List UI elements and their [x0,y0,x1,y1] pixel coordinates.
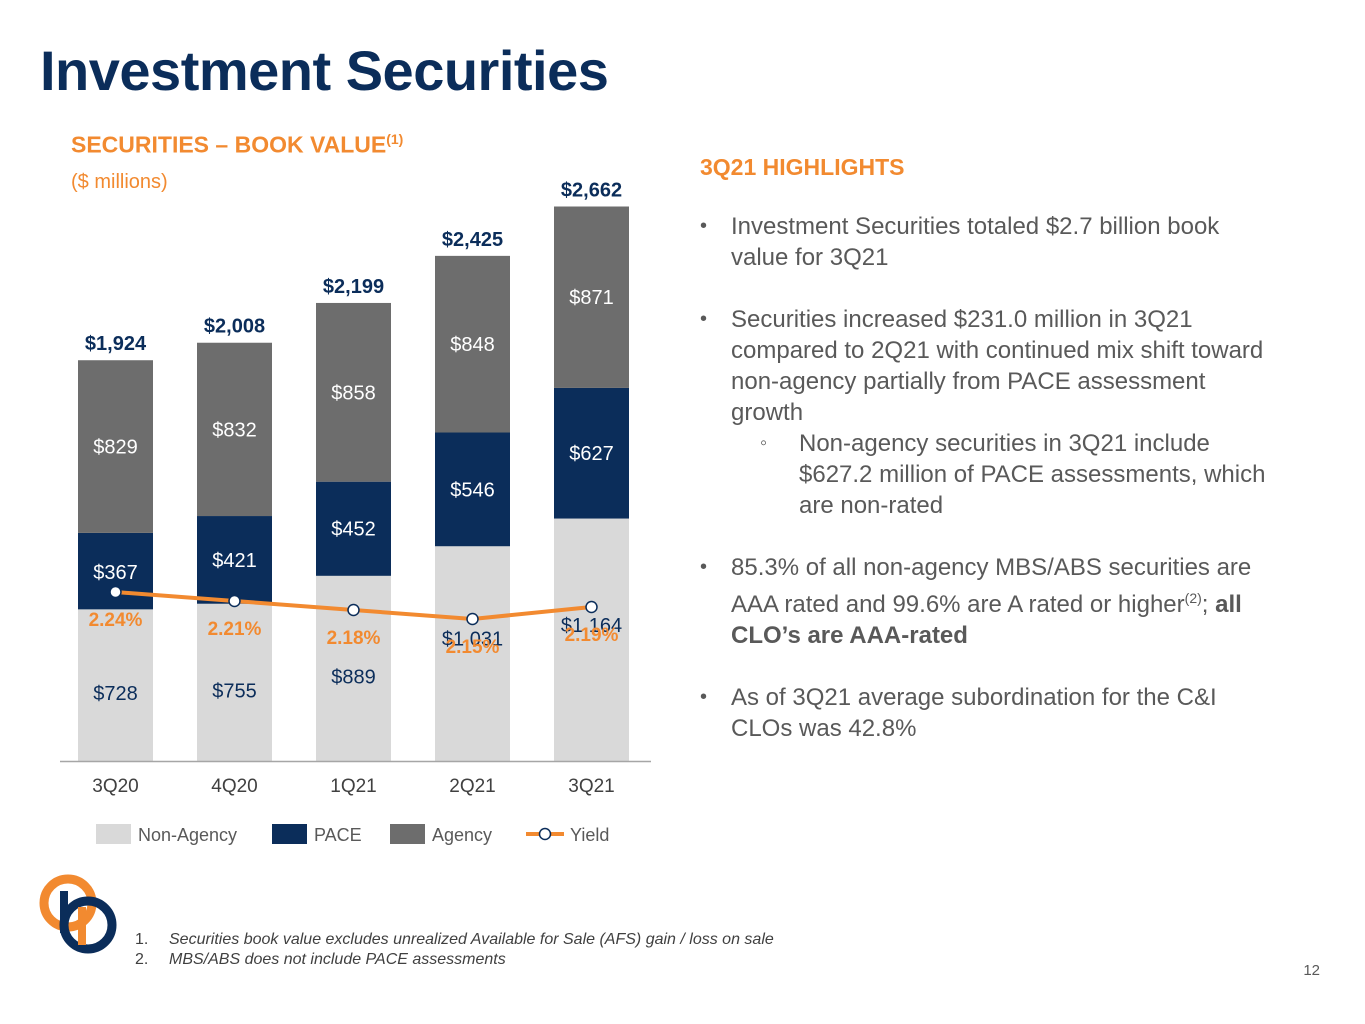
bar-segment-agency [435,255,510,433]
highlight-sub-bullet: ◦ Non-agency securities in 3Q21 include $… [700,428,1280,521]
legend-label: PACE [314,825,362,845]
data-label: $728 [93,683,138,705]
total-label: $1,924 [85,333,147,355]
securities-bar-chart: $728 $367 $829 $1,924 3Q20 $755 $421 $832 $2,008… [60,180,651,845]
highlight-bullet: • 85.3% of all non-agency MBS/ABS securit… [700,552,1280,651]
highlights-title: 3Q21 HIGHLIGHTS [700,154,905,180]
highlight-bullet: • Investment Securities totaled $2.7 bill… [700,211,1280,273]
highlight-text-sep: ; [1201,591,1216,618]
yield-label: 2.24% [89,610,143,631]
highlight-bullet: • As of 3Q21 average subordination for th… [700,682,1280,744]
data-label: $421 [212,550,257,572]
yield-point [347,603,360,617]
legend-swatch [96,824,131,844]
chart-title-footnote-ref: (1) [386,131,404,147]
x-tick-label: 3Q20 [92,776,138,797]
legend-marker [538,827,552,841]
data-label: $889 [331,666,376,688]
bar-segment-agency [554,206,629,388]
footnote-number: 1. [135,931,149,948]
data-label: $858 [331,382,376,404]
data-label: $829 [93,437,138,459]
company-logo [39,874,117,954]
bar-segment-pace [554,387,629,519]
total-label: $2,662 [561,180,622,202]
highlight-sub-text: Non-agency securities in 3Q21 include $6… [799,430,1266,519]
bullet-glyph: • [700,215,708,237]
footnote-ref: (2) [1184,590,1202,606]
yield-label: 2.15% [446,637,500,658]
bar-segment-agency [197,342,272,517]
bar-segment-pace [435,432,510,547]
yield-label: 2.19% [565,625,619,646]
yield-point [228,594,241,608]
yield-point [109,585,122,599]
total-label: $2,199 [323,276,384,298]
bar-segment-non-agency [435,546,510,761]
yield-label: 2.21% [208,619,262,640]
highlights-list: • Investment Securities totaled $2.7 bill… [700,211,1280,775]
legend-swatch [390,824,425,844]
bar-segment-non-agency [197,603,272,761]
data-label: $1,164 [561,615,622,637]
chart-title: SECURITIES – BOOK VALUE(1) [71,131,403,159]
highlight-text: Investment Securities totaled $2.7 billi… [731,213,1220,271]
footnote: 2. MBS/ABS does not include PACE assessme… [135,950,774,970]
chart-title-text: SECURITIES – BOOK VALUE [71,131,387,158]
data-label: $1,031 [442,629,503,651]
highlight-text: Securities increased $231.0 million in 3… [731,306,1264,426]
legend-swatch [272,824,307,844]
legend-label: Non-Agency [138,825,237,845]
data-label: $546 [450,479,495,501]
data-label: $848 [450,334,495,356]
data-label: $627 [569,443,614,465]
bar-segment-agency [316,302,391,482]
bullet-glyph: • [700,308,708,330]
bar-segment-pace [316,481,391,576]
x-tick-label: 1Q21 [330,776,376,797]
x-tick-label: 2Q21 [449,776,495,797]
chart-subtitle: ($ millions) [71,171,168,193]
bar-segment-agency [78,360,153,533]
yield-point [585,600,598,614]
yield-point [466,612,479,626]
footnote-number: 2. [135,951,149,968]
total-label: $2,008 [204,316,265,338]
legend-label: Yield [570,825,609,845]
yield-label: 2.18% [327,628,381,649]
footnotes: 1. Securities book value excludes unreali… [135,930,774,970]
bar-segment-non-agency [554,518,629,761]
data-label: $367 [93,562,138,584]
highlight-text: As of 3Q21 average subordination for the… [731,684,1217,742]
page-title: Investment Securities [40,39,609,102]
bar-segment-pace [197,516,272,604]
data-label: $871 [569,287,614,309]
page-number: 12 [1303,962,1320,979]
sub-bullet-glyph: ◦ [760,432,768,454]
x-tick-label: 4Q20 [211,776,257,797]
data-label: $452 [331,519,376,541]
total-label: $2,425 [442,229,503,251]
highlight-text: 85.3% of all non-agency MBS/ABS securiti… [731,554,1252,618]
bullet-glyph: • [700,686,708,708]
legend-label: Agency [432,825,492,845]
data-label: $832 [212,419,257,441]
bullet-glyph: • [700,556,708,578]
data-label: $755 [212,680,257,702]
bar-segment-non-agency [78,609,153,761]
footnote-text: Securities book value excludes unrealize… [169,931,774,948]
footnote: 1. Securities book value excludes unreali… [135,930,774,950]
x-tick-label: 3Q21 [568,776,614,797]
highlight-bold-text: all CLO’s are AAA-rated [731,591,1242,649]
highlight-bullet: • Securities increased $231.0 million in … [700,304,1280,428]
footnote-text: MBS/ABS does not include PACE assessment… [169,951,506,968]
